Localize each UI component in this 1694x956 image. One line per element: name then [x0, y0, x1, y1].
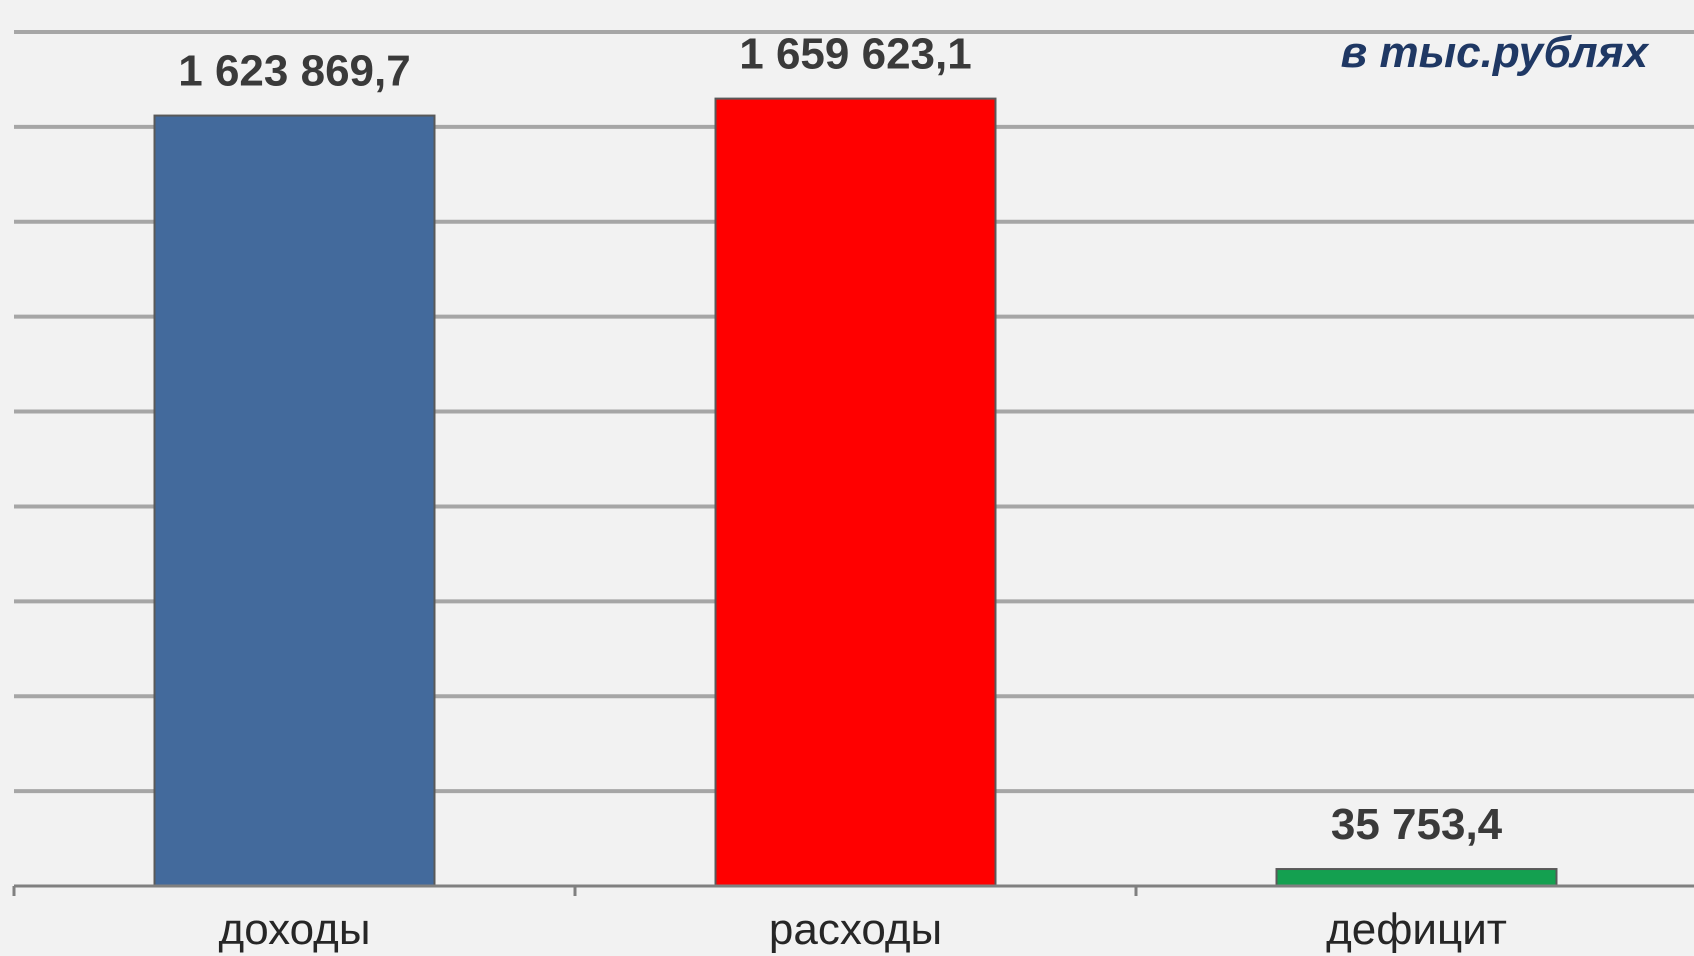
category-label-1: доходы [219, 905, 371, 954]
unit-note: в тыс.рублях [1340, 28, 1648, 77]
data-label-2: 1 659 623,1 [739, 30, 971, 79]
data-label-3: 35 753,4 [1331, 800, 1503, 849]
category-label-2: расходы [769, 905, 942, 954]
bar-2 [714, 97, 997, 888]
data-label-1: 1 623 869,7 [178, 47, 410, 96]
bar-1 [153, 114, 436, 888]
bar-3 [1275, 868, 1558, 887]
category-label-3: дефицит [1326, 905, 1507, 954]
